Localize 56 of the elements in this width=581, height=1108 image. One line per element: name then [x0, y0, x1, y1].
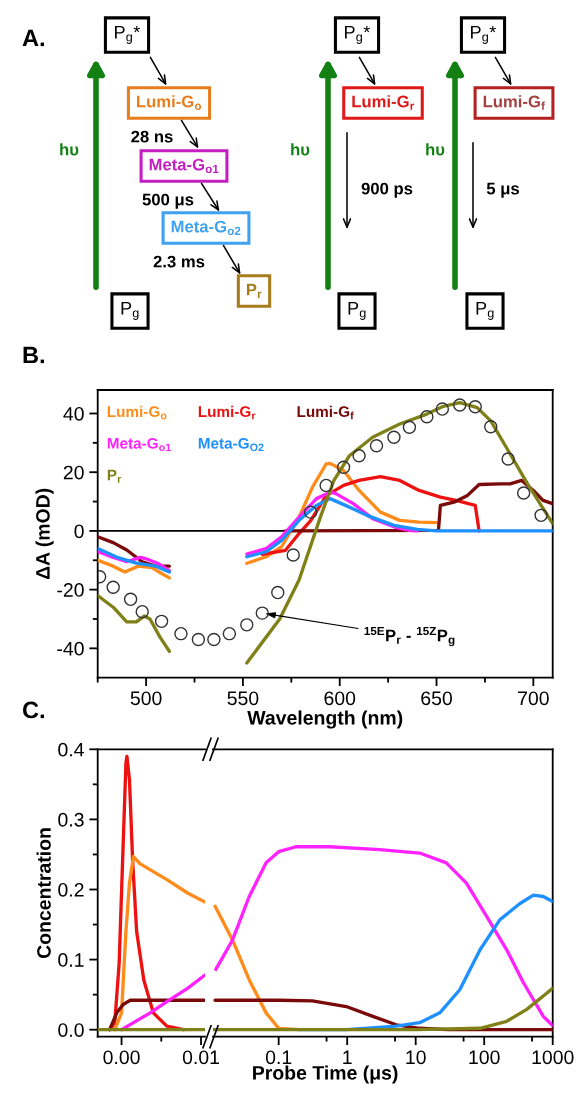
- text: P$_{g}$*: [115, 25, 141, 44]
- text: Lumi-G$_{r}$: [198, 405, 256, 420]
- text: Lumi-G$_{f}$: [297, 405, 354, 420]
- text: Lumi-G$_{r}$: [352, 95, 415, 110]
- x-tick-label: 0.01: [182, 1050, 219, 1065]
- y-tick-label: -40: [57, 641, 84, 656]
- text: 900 ps: [361, 182, 413, 198]
- text: P$_{g}$: [121, 301, 139, 320]
- x-tick-label: 550: [227, 691, 259, 706]
- text: hυ: [426, 143, 445, 156]
- annotation: $^{15E}$P$_{r}$ - $^{15Z}$P$_{g}$: [364, 626, 455, 647]
- text: hυ: [291, 143, 310, 156]
- text: Meta-G$_{o2}$: [171, 220, 241, 236]
- text: P$_{g}$*: [471, 25, 497, 44]
- x-tick-label: 500: [130, 691, 162, 706]
- y-tick-label: 40: [63, 406, 84, 421]
- x-tick-label: 600: [324, 691, 356, 706]
- x-tick-label: 1: [343, 1050, 352, 1064]
- text: 28 ns: [131, 130, 173, 143]
- y-tick-label: 0: [74, 524, 84, 539]
- chart-title: B.: [23, 346, 44, 364]
- x-tick-label: 1000: [532, 1050, 574, 1065]
- text: P$_{g}$*: [345, 25, 371, 44]
- y-tick-label: -20: [57, 583, 84, 597]
- text: P$_{r}$: [107, 469, 122, 483]
- text: Meta-G$_{O2}$: [198, 437, 264, 452]
- x-tick-label: 10: [406, 1050, 426, 1065]
- y-tick-label: 0.3: [58, 812, 84, 827]
- y-tick-label: 0.4: [58, 742, 84, 757]
- text: 500 μs: [142, 193, 194, 209]
- text: Meta-G$_{o1}$: [149, 158, 219, 174]
- chart-title: C.: [22, 701, 44, 719]
- text: 5 μs: [486, 182, 519, 198]
- text: Lumi-G$_{f}$: [483, 95, 545, 110]
- text: P$_{g}$: [476, 301, 494, 320]
- text: P$_{g}$: [348, 301, 366, 320]
- y-tick-label: 0.2: [58, 882, 84, 897]
- text: hυ: [60, 143, 79, 156]
- text: Lumi-G$_{o}$: [107, 405, 167, 420]
- y-tick-label: 20: [63, 465, 84, 480]
- y-axis-title: Concentration: [36, 828, 51, 959]
- text: Lumi-G$_{o}$: [137, 95, 202, 110]
- x-axis-title: Probe Time (μs): [253, 1065, 398, 1084]
- y-axis-title: ΔA (mOD): [35, 488, 54, 580]
- x-tick-label: 0.1: [265, 1050, 292, 1065]
- text: P$_{r}$: [246, 283, 262, 298]
- text: 2.3 ms: [153, 255, 205, 268]
- text: Meta-G$_{o1}$: [107, 437, 171, 452]
- text: A.: [22, 29, 44, 47]
- x-tick-label: 700: [518, 691, 549, 706]
- x-axis-title: Wavelength (nm): [247, 710, 403, 729]
- y-tick-label: 0.1: [58, 953, 84, 967]
- x-tick-label: 100: [469, 1050, 500, 1065]
- x-tick-label: 650: [421, 691, 452, 706]
- y-tick-label: 0.0: [58, 1023, 84, 1037]
- x-tick-label: 0.00: [103, 1050, 140, 1065]
